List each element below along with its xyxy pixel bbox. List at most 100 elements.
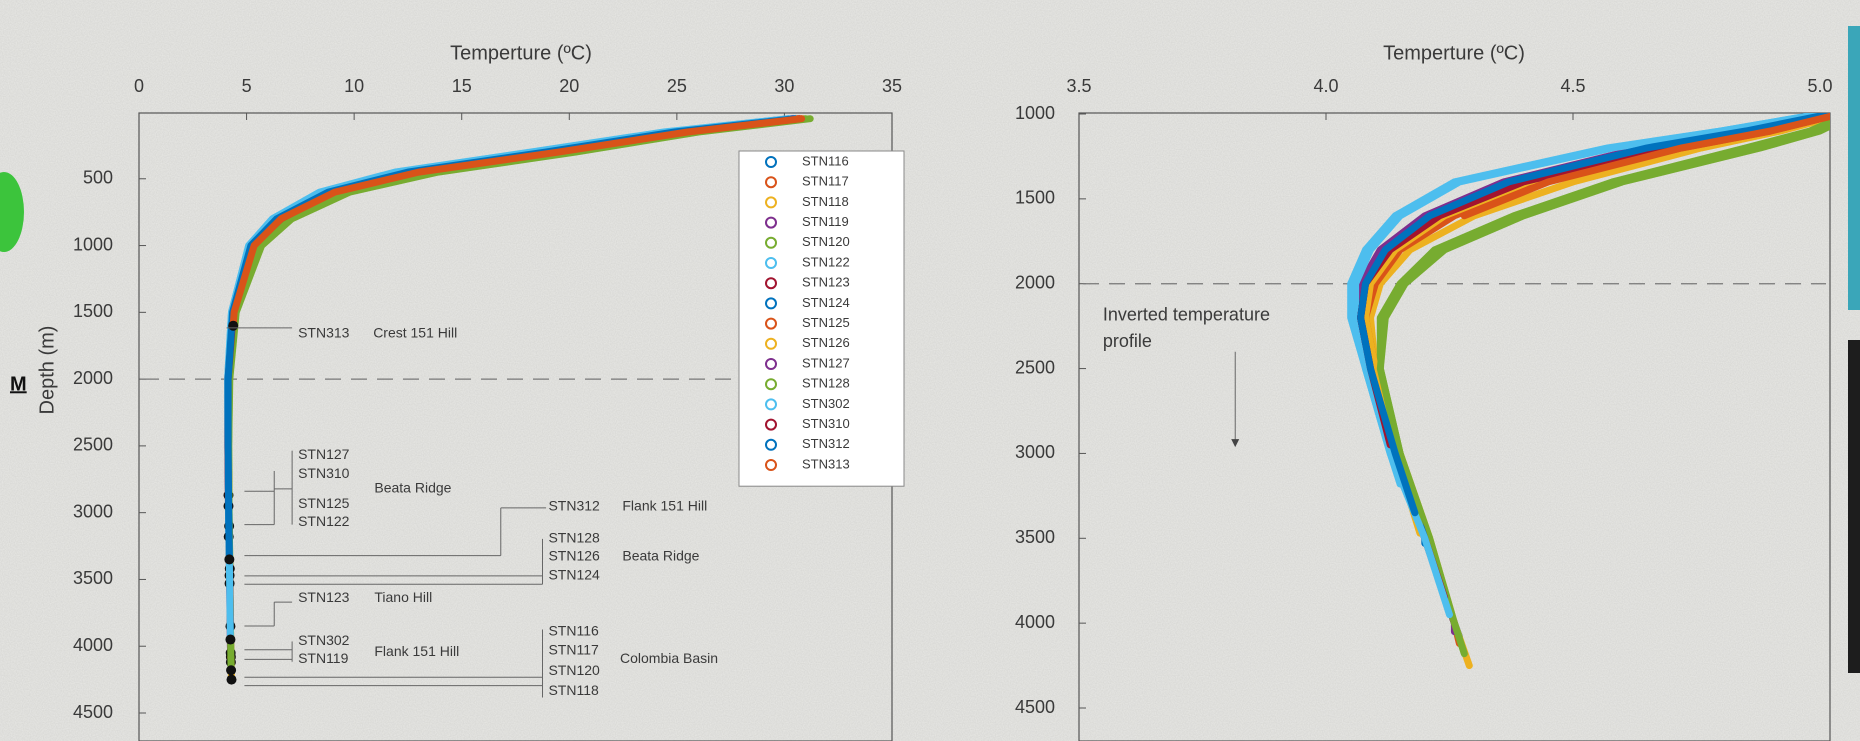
annotation: STN116 [548,623,599,639]
y-tick-label: 1000 [1015,103,1055,123]
legend-marker [765,337,777,350]
annotation: STN120 [548,662,600,678]
annotation: Flank 151 Hill [374,643,459,659]
annotation: STN124 [548,567,600,583]
legend-marker [765,358,777,370]
y-tick-label: 1000 [73,234,113,254]
x-tick-label: 4.5 [1560,76,1585,96]
y-tick-label: 3000 [1015,442,1055,462]
legend-label: STN125 [802,315,850,330]
y-tick-label: 500 [83,168,113,188]
legend-marker [765,438,777,451]
legend-marker [765,277,777,290]
annotation: STN119 [298,650,349,666]
annotation: Crest 151 Hill [373,325,457,341]
annotation: Beata Ridge [622,548,699,564]
legend-marker [765,317,777,330]
legend-marker [765,176,777,189]
legend-marker [765,257,777,269]
legend-label: STN128 [802,376,850,391]
y-tick-label: 4500 [1015,697,1055,717]
y-tick-label: 2500 [73,435,113,455]
y-axis-title: Depth (m) [36,326,58,415]
legend-marker [765,418,777,431]
y-tick-label: 4500 [73,702,113,722]
plot-area [1347,113,1830,670]
annotation: STN118 [548,682,599,698]
x-tick-label: 5.0 [1807,76,1832,96]
fragment-image [1848,26,1860,310]
legend-label: STN117 [802,174,849,189]
legend-label: STN312 [802,436,850,451]
profile-line [1347,113,1824,619]
arrow-head [1231,439,1240,448]
annotation: Tiano Hill [374,589,432,605]
station-end-marker [225,634,236,645]
annotation: STN123 [298,589,350,605]
legend-marker [765,378,777,391]
annotation: STN127 [298,446,350,462]
x-tick-label: 30 [774,76,794,96]
station-end-marker [226,674,237,685]
x-axis-title: Temperture (ºC) [450,42,592,64]
profile-line [1357,113,1830,517]
legend-marker [765,297,777,310]
x-tick-label: 4.0 [1313,76,1338,96]
x-tick-label: 20 [559,76,579,96]
plot-area [223,115,814,685]
legend-label: STN310 [802,416,850,431]
annotation: Inverted temperature [1103,305,1270,325]
legend-label: STN302 [802,396,850,411]
legend-label: STN313 [802,456,850,471]
x-tick-label: 5 [242,76,252,96]
annotation: STN302 [298,632,350,648]
y-tick-label: 3500 [73,568,113,588]
y-tick-label: 2000 [73,368,113,388]
fragment-label: M [10,373,27,395]
annotation: Beata Ridge [374,480,451,496]
y-tick-label: 3500 [1015,527,1055,547]
legend-marker [765,236,777,249]
annotation: STN125 [298,495,350,511]
x-tick-label: 35 [882,76,902,96]
annotation: STN122 [298,513,350,529]
fragment-image [1848,340,1860,673]
legend-marker [765,459,777,471]
legend-label: STN127 [802,355,850,370]
profile-line [1460,113,1830,220]
legend-label: STN126 [802,335,850,350]
y-tick-label: 2500 [1015,357,1055,377]
fragment-circle [0,172,24,252]
legend-marker [765,216,777,229]
annotation: STN126 [548,548,600,564]
legend-marker [765,398,777,411]
y-tick-label: 2000 [1015,272,1055,292]
profile-line [229,115,806,330]
y-tick-label: 4000 [73,635,113,655]
legend-label: STN124 [802,295,850,310]
profile-line [1376,122,1830,529]
x-axis-title: Temperture (ºC) [1383,42,1525,64]
y-tick-label: 1500 [1015,188,1055,208]
annotation: Colombia Basin [620,650,718,666]
legend-marker [765,196,777,209]
station-end-marker [226,665,237,676]
legend-label: STN123 [802,275,850,290]
x-tick-label: 10 [344,76,364,96]
legend-label: STN120 [802,234,850,249]
legend-label: STN116 [802,153,849,168]
annotation: Flank 151 Hill [622,497,707,513]
annotation: STN312 [548,497,600,513]
annotation: STN310 [298,465,350,481]
legend-label: STN118 [802,194,849,209]
station-end-marker [224,554,235,565]
profile-line [1376,118,1830,658]
y-tick-label: 1500 [73,301,113,321]
x-tick-label: 25 [667,76,687,96]
x-tick-label: 15 [452,76,472,96]
legend-marker [765,156,777,168]
x-tick-label: 0 [134,76,144,96]
